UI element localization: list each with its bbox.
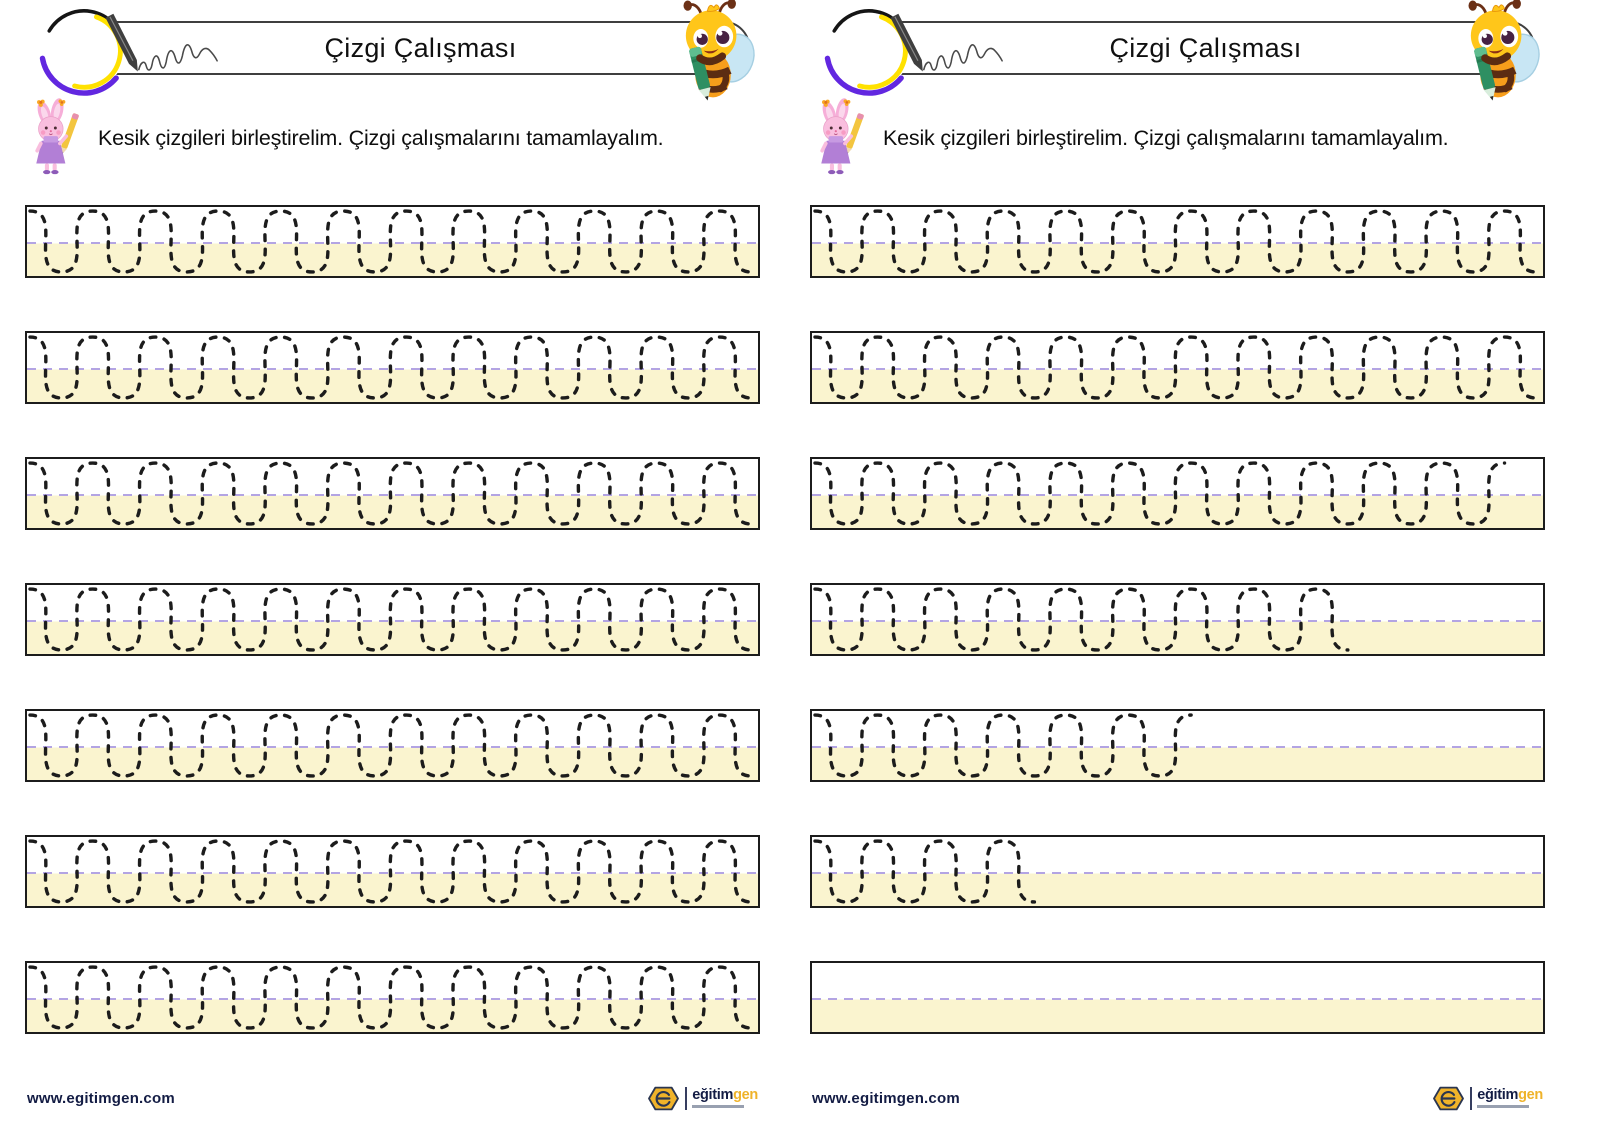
worksheet-title: Çizgi Çalışması [1109,32,1302,63]
tracing-band[interactable] [25,457,760,530]
logo-text-accent: gen [1518,1087,1543,1104]
tracing-rows [25,205,760,1034]
tracing-band[interactable] [25,835,760,908]
instruction-text: Kesik çizgileri birleştirelim. Çizgi çal… [883,125,1449,150]
logo-text-accent: gen [733,1087,758,1104]
bunny-mascot-icon [820,98,864,175]
tracing-band[interactable] [25,331,760,404]
tracing-band[interactable] [810,331,1545,404]
dashed-wave-curve [28,209,753,274]
tracing-band[interactable] [810,709,1545,782]
instruction-text: Kesik çizgileri birleştirelim. Çizgi çal… [98,125,664,150]
page-header: Çizgi Çalışması [25,0,760,110]
bee-mascot-icon [1468,0,1540,101]
flower-right [58,99,66,106]
worksheet-page-right: Çizgi Çalışması [810,0,1545,1131]
pencil-circle-icon [39,9,218,96]
tracing-band[interactable] [810,961,1545,1034]
tracing-band[interactable] [25,709,760,782]
logo-tagline-microtext [1477,1105,1530,1108]
guide-midline [27,493,758,496]
dashed-wave-curve [28,587,753,652]
logo-tagline-microtext [692,1105,745,1108]
logo-divider [1470,1086,1473,1110]
flower-left [37,99,45,107]
egitimgen-logo: eğitimgen [1432,1084,1543,1113]
bunny-mascot-icon [35,98,79,175]
dashed-wave-curve [813,839,1037,904]
tracing-band[interactable] [810,205,1545,278]
title-banner: Çizgi Çalışması [876,21,1535,75]
tracing-band[interactable] [810,583,1545,656]
page-footer: www.egitimgen.com eğitimgen [812,1078,1543,1118]
guide-midline [27,367,758,370]
guide-midline [812,997,1543,1000]
dashed-wave-curve [28,335,753,400]
guide-midline [812,367,1543,370]
instruction-row: Kesik çizgileri birleştirelim. Çizgi çal… [812,97,1545,179]
flower-left [822,99,830,107]
title-banner: Çizgi Çalışması [91,21,750,75]
website-url: www.egitimgen.com [812,1089,960,1107]
website-url: www.egitimgen.com [27,1089,175,1107]
worksheet-page-left: Çizgi Çalışması [25,0,760,1131]
logo-hexagon-icon [1433,1086,1465,1110]
tracing-band[interactable] [25,205,760,278]
dashed-wave-curve [813,713,1193,778]
logo-divider [685,1086,688,1110]
guide-midline [812,871,1543,874]
page-footer: www.egitimgen.com eğitimgen [27,1078,758,1118]
tracing-rows [810,205,1545,1034]
tracing-band[interactable] [810,457,1545,530]
guide-midline [27,871,758,874]
dashed-wave-curve [28,965,753,1030]
guide-midline [27,745,758,748]
instruction-row: Kesik çizgileri birleştirelim. Çizgi çal… [27,97,760,179]
logo-text-primary: eğitim [692,1087,734,1104]
logo-text-primary: eğitim [1477,1087,1519,1104]
page-header: Çizgi Çalışması [810,0,1545,110]
pencil-circle-icon [824,9,1003,96]
dashed-wave-curve [813,335,1538,400]
guide-midline [27,241,758,244]
worksheet-title: Çizgi Çalışması [324,32,517,63]
bee-mascot-icon [683,0,755,101]
dashed-wave-curve [813,587,1350,652]
tracing-band[interactable] [25,961,760,1034]
tracing-band[interactable] [810,835,1545,908]
logo-hexagon-icon [648,1086,680,1110]
dashed-wave-curve [813,461,1507,526]
egitimgen-logo: eğitimgen [647,1084,758,1113]
guide-midline [812,619,1543,622]
tracing-band[interactable] [25,583,760,656]
dashed-wave-curve [28,461,753,526]
guide-midline [812,493,1543,496]
dashed-wave-curve [28,713,753,778]
guide-midline [812,745,1543,748]
guide-midline [812,241,1543,244]
guide-midline [27,997,758,1000]
guide-midline [27,619,758,622]
dashed-wave-curve [813,209,1538,274]
dashed-wave-curve [28,839,753,904]
flower-right [843,99,851,106]
